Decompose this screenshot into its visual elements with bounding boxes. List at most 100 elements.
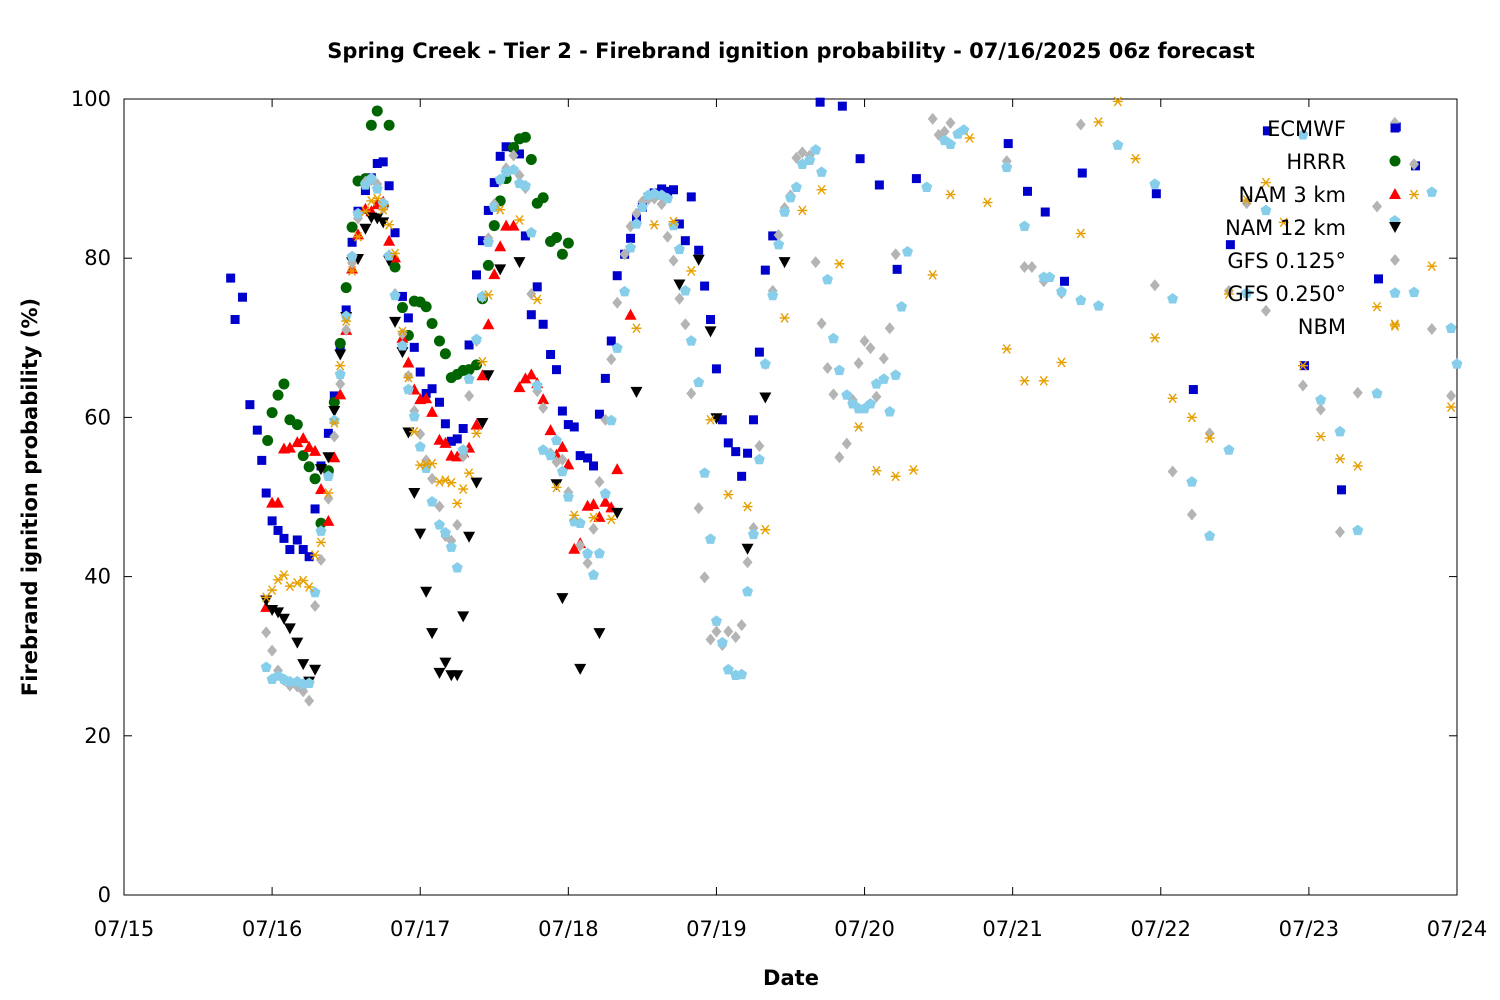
data-point	[1445, 322, 1457, 333]
data-point	[346, 221, 358, 233]
data-point	[353, 231, 364, 242]
data-point	[314, 483, 327, 495]
data-point	[773, 238, 785, 250]
data-point	[328, 451, 341, 463]
data-point	[389, 261, 401, 273]
data-point	[252, 425, 262, 435]
data-point	[526, 310, 536, 320]
data-point	[365, 172, 377, 184]
data-point	[1077, 168, 1087, 178]
data-point	[612, 271, 622, 281]
data-point	[685, 335, 697, 346]
data-point	[1075, 294, 1087, 306]
data-point	[427, 472, 438, 485]
data-point	[519, 372, 532, 384]
data-point	[1334, 453, 1345, 464]
data-point	[574, 517, 586, 528]
data-point	[716, 636, 728, 648]
data-point	[396, 339, 408, 351]
data-point	[680, 318, 691, 331]
data-point	[743, 448, 753, 458]
data-point	[494, 240, 507, 252]
data-point	[1056, 357, 1067, 368]
data-point	[402, 383, 414, 395]
data-point	[1093, 117, 1104, 128]
data-point	[439, 527, 451, 538]
data-point	[266, 407, 278, 419]
data-point	[612, 296, 623, 309]
data-point	[283, 441, 296, 453]
data-point	[921, 181, 933, 193]
data-point	[482, 236, 494, 247]
data-point	[322, 470, 334, 481]
data-point	[335, 360, 346, 371]
data-point	[939, 125, 950, 138]
data-point	[593, 510, 606, 522]
data-point	[347, 237, 357, 247]
data-point	[1060, 276, 1070, 286]
data-point	[693, 376, 705, 388]
legend: ECMWF HRRR NAM 3 km NAM 12 km GFS 0.125° GFS …	[1225, 117, 1401, 339]
data-point	[1026, 260, 1037, 273]
data-point	[347, 266, 358, 276]
data-point	[537, 444, 549, 455]
data-point	[828, 388, 839, 401]
data-point	[841, 389, 853, 400]
data-point	[1001, 344, 1012, 354]
data-point	[874, 180, 884, 190]
data-point	[546, 350, 556, 360]
x-axis-label: Date	[763, 966, 819, 990]
data-point	[427, 384, 437, 394]
data-point	[870, 378, 882, 389]
data-point	[711, 625, 722, 638]
data-point	[569, 510, 580, 521]
data-point	[457, 611, 470, 623]
data-point	[471, 428, 482, 439]
data-point	[1186, 476, 1198, 487]
data-point	[731, 447, 741, 457]
data-point	[815, 97, 825, 107]
data-point	[1223, 289, 1234, 299]
legend-label: NBM	[1298, 315, 1346, 339]
data-point	[314, 464, 327, 476]
data-point	[303, 440, 316, 452]
data-point	[958, 124, 970, 135]
data-point	[273, 525, 283, 535]
data-point	[1167, 465, 1178, 478]
y-tick-label: 80	[84, 246, 111, 270]
data-point	[625, 242, 637, 253]
data-point	[927, 112, 938, 125]
data-point	[457, 444, 469, 455]
data-point	[804, 154, 816, 165]
data-point	[414, 528, 427, 540]
data-point	[1204, 427, 1215, 440]
data-point	[1352, 524, 1364, 536]
data-point	[426, 628, 439, 640]
data-point	[303, 677, 315, 688]
data-point	[514, 149, 524, 159]
data-point	[1446, 402, 1457, 412]
data-point	[1241, 195, 1252, 206]
x-tick-label: 07/18	[538, 917, 599, 941]
data-point	[464, 389, 475, 402]
data-point	[329, 418, 340, 428]
data-point	[594, 475, 605, 488]
data-point	[261, 626, 272, 639]
data-point	[508, 164, 520, 175]
data-point	[494, 264, 507, 276]
data-point	[593, 547, 605, 559]
data-point	[261, 488, 271, 498]
data-point	[384, 181, 394, 191]
data-point	[440, 419, 450, 429]
data-point	[323, 428, 333, 438]
legend-marker	[1389, 287, 1401, 298]
data-point	[489, 178, 499, 188]
data-point	[409, 342, 419, 352]
data-point	[1260, 177, 1271, 188]
data-point	[699, 571, 710, 584]
data-point	[705, 414, 716, 425]
legend-marker	[1390, 321, 1400, 331]
data-point	[890, 248, 901, 261]
data-point	[605, 414, 617, 426]
data-point	[470, 333, 483, 345]
